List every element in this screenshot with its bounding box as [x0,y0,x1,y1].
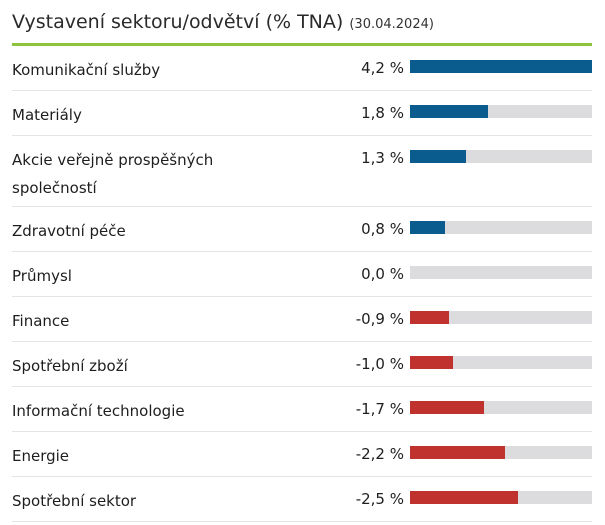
sector-value-label: 0,0 % [361,265,404,283]
sector-row: Komunikační služby 4,2 % [12,46,592,91]
sector-label: Spotřební sektor [12,492,137,510]
bar-fill [410,60,592,73]
sector-row: Spotřební zboží -1,0 % [12,342,592,387]
sector-value-label: -0,9 % [355,310,404,328]
bar-fill [410,221,445,234]
sector-value-label: -1,0 % [355,355,404,373]
bar-fill [410,150,466,163]
sector-row: Energie -2,2 % [12,432,592,477]
sector-row: Spotřební sektor -2,5 % [12,477,592,522]
sector-row: Akcie veřejně prospěšných společností 1,3… [12,136,592,207]
sector-row: Informační technologie -1,7 % [12,387,592,432]
sector-value-label: -1,7 % [355,400,404,418]
sector-label: Energie [12,447,70,465]
sector-row: Průmysl 0,0 % [12,252,592,297]
sector-value-label: 1,3 % [361,149,404,167]
bar-track [410,356,592,369]
bar-track [410,401,592,414]
bar-track [410,221,592,234]
sector-rows: Komunikační služby 4,2 % Materiály 1,8 % Akc… [12,46,592,522]
bar-track [410,311,592,324]
bar-fill [410,491,518,504]
sector-label: Průmysl [12,267,72,285]
sector-label: Komunikační služby [12,61,161,79]
sector-row: Materiály 1,8 % [12,91,592,136]
chart-title-container: Vystavení sektoru/odvětví (% TNA) (30.04… [12,8,434,39]
bar-fill [410,401,484,414]
sector-value-label: -2,2 % [355,445,404,463]
bar-track [410,60,592,73]
sector-value-label: -2,5 % [355,490,404,508]
sector-label: Spotřební zboží [12,357,128,375]
bar-track [410,105,592,118]
bar-fill [410,105,488,118]
sector-label: Zdravotní péče [12,222,126,240]
chart-title: Vystavení sektoru/odvětví (% TNA) [12,11,344,33]
sector-value-label: 4,2 % [361,59,404,77]
sector-label: Informační technologie [12,402,185,420]
sector-value-label: 0,8 % [361,220,404,238]
bar-fill [410,311,449,324]
sector-row: Zdravotní péče 0,8 % [12,207,592,252]
sector-label: Materiály [12,106,82,124]
sector-label: Akcie veřejně prospěšných společností [12,151,214,197]
bar-fill [410,446,505,459]
sector-label: Finance [12,312,70,330]
bar-fill [410,356,453,369]
bar-track [410,491,592,504]
bar-track [410,446,592,459]
sector-row: Finance -0,9 % [12,297,592,342]
bar-track [410,266,592,279]
bar-track [410,150,592,163]
chart-date: (30.04.2024) [349,17,434,32]
title-accent-line [12,43,592,46]
sector-value-label: 1,8 % [361,104,404,122]
